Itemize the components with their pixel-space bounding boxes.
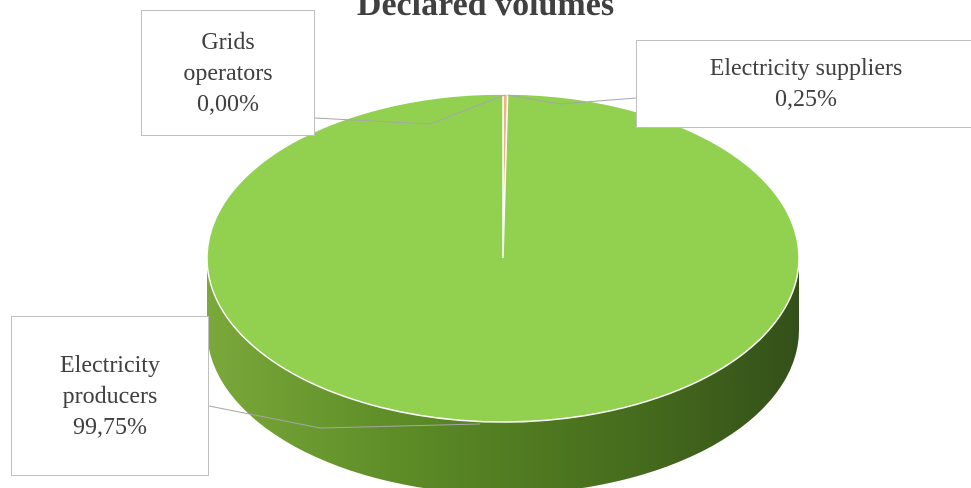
callout-electricity-suppliers: Electricity suppliers 0,25% <box>636 40 971 128</box>
chart-title: Declared volumes <box>356 0 615 23</box>
leader-line-electricity-suppliers <box>507 94 637 105</box>
slice-label-line: producers <box>62 382 158 409</box>
slice-label-line: operators <box>183 59 273 86</box>
slice-value-label: 0,00% <box>197 90 259 117</box>
slice-label-line: Grids <box>201 28 255 55</box>
pie-side-wall <box>207 258 799 488</box>
leader-line-grids-operators <box>314 94 505 125</box>
callout-electricity-producers: Electricity producers 99,75% <box>11 316 209 476</box>
slice-label-line: Electricity suppliers <box>709 55 903 81</box>
slice-value-label: 0,25% <box>775 86 837 112</box>
slice-electricity-producers <box>206 93 800 423</box>
slice-label-line: Electricity <box>60 351 160 378</box>
slice-value-label: 99,75% <box>73 413 147 440</box>
leader-line-electricity-producers <box>208 405 481 429</box>
callout-grids-operators: Grids operators 0,00% <box>141 10 315 136</box>
